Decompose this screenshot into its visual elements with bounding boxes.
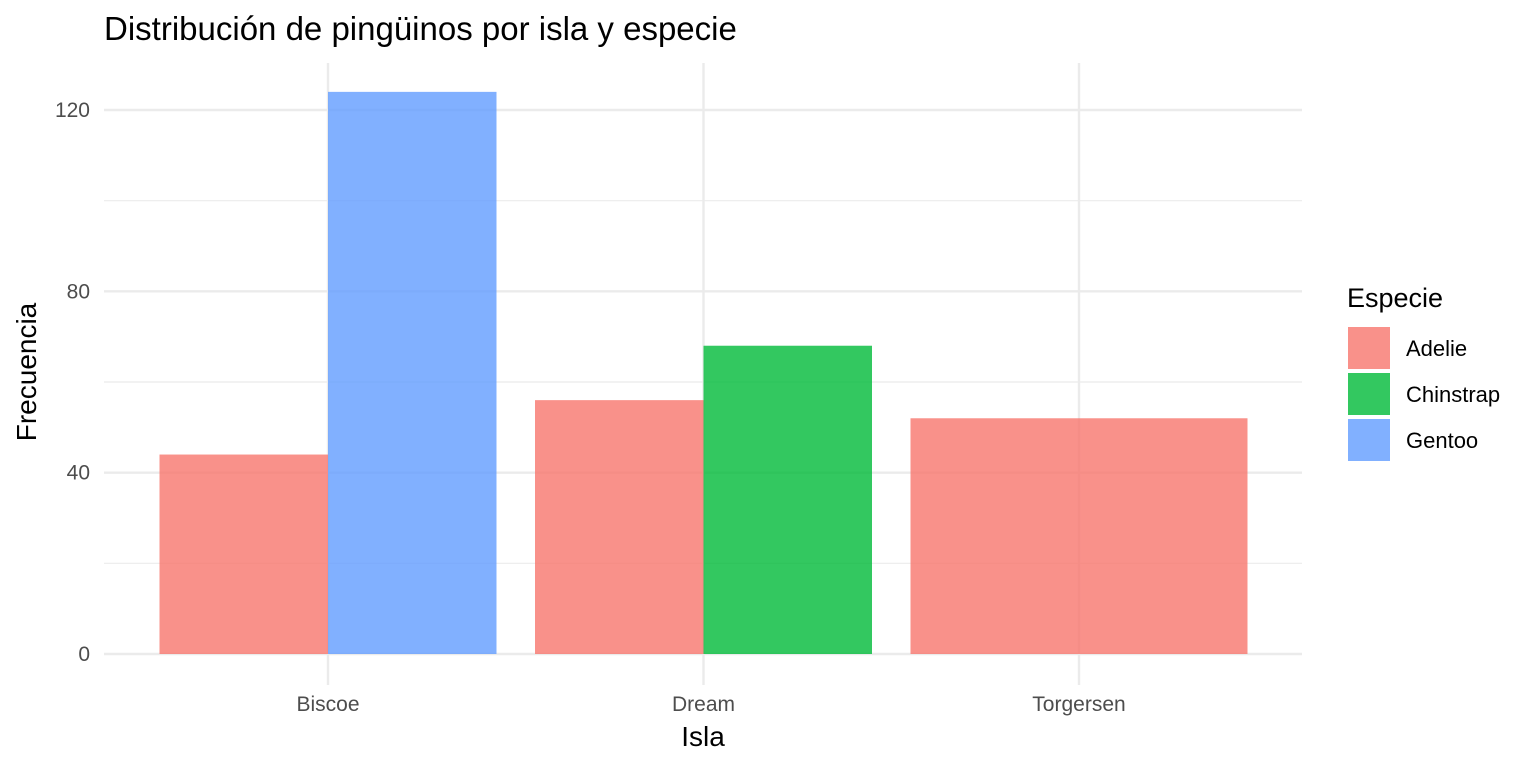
legend-label-chinstrap: Chinstrap — [1406, 382, 1500, 407]
bar-chinstrap-dream — [703, 345, 872, 654]
y-tick-label: 80 — [67, 280, 90, 303]
legend-key-adelie — [1348, 327, 1390, 369]
x-tick-label: Biscoe — [296, 693, 359, 716]
x-axis-title: Isla — [681, 721, 725, 752]
bars — [159, 91, 1248, 654]
x-axis-ticks: Biscoe Dream Torgersen — [296, 693, 1125, 716]
legend-title: Especie — [1347, 283, 1443, 313]
y-tick-label: 120 — [55, 99, 90, 122]
y-axis-title: Frecuencia — [11, 302, 42, 441]
y-axis-ticks: 0 40 80 120 — [55, 99, 90, 666]
legend-label-gentoo: Gentoo — [1406, 428, 1478, 453]
chart-title: Distribución de pingüinos por isla y esp… — [104, 10, 737, 47]
bar-adelie-biscoe — [159, 454, 328, 654]
legend-key-chinstrap — [1348, 373, 1390, 415]
y-tick-label: 40 — [67, 462, 90, 485]
legend-key-gentoo — [1348, 419, 1390, 461]
x-tick-label: Dream — [672, 693, 735, 716]
legend: Especie Adelie Chinstrap Gentoo — [1347, 283, 1500, 461]
bar-gentoo-biscoe — [328, 91, 497, 654]
bar-adelie-dream — [535, 400, 704, 654]
bar-adelie-torgersen — [910, 418, 1248, 654]
x-tick-label: Torgersen — [1032, 693, 1125, 716]
y-tick-label: 0 — [78, 643, 90, 666]
legend-label-adelie: Adelie — [1406, 336, 1467, 361]
